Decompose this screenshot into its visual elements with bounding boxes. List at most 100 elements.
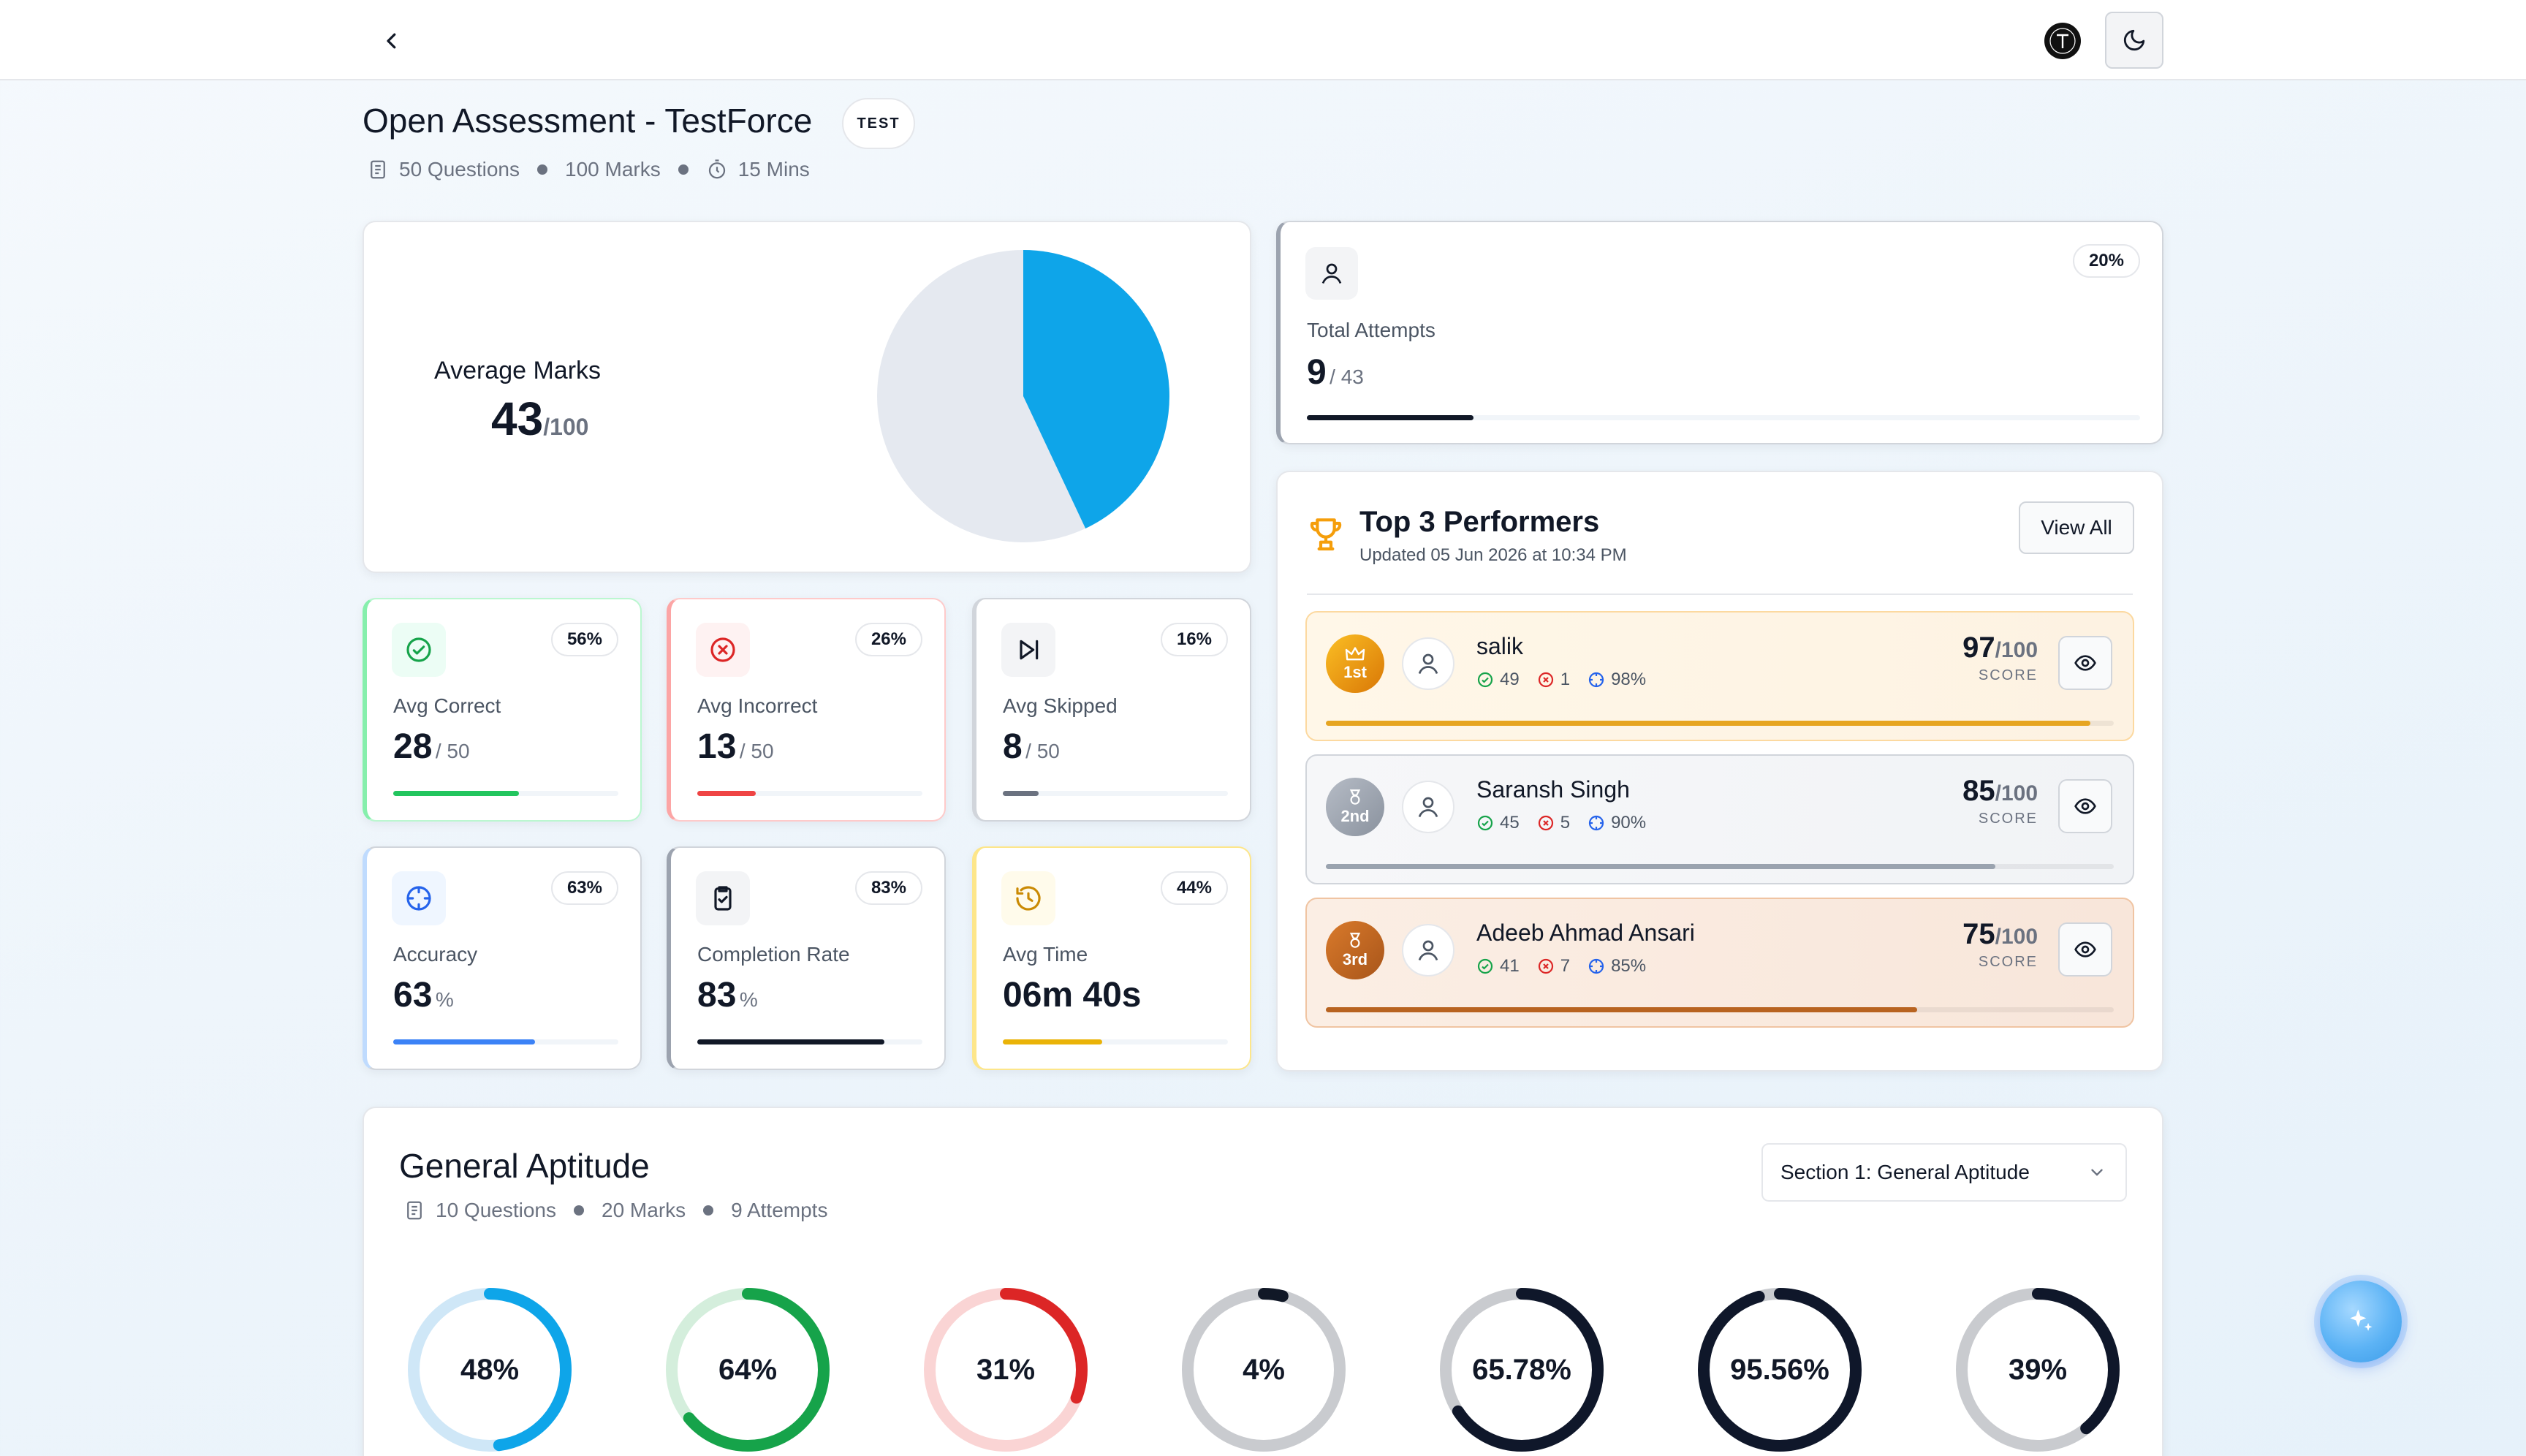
document-icon: [371, 160, 385, 179]
user-icon: [1321, 263, 1342, 284]
performer-accuracy: 85%: [1611, 956, 1647, 976]
performer-progress-fill: [1326, 721, 2090, 726]
assessment-meta: 50 Questions 100 Marks 15 Mins: [367, 158, 810, 181]
questions-count: 50 Questions: [399, 158, 520, 181]
performer-card-3: 3rd Adeeb Ahmad Ansari 41 7 85% 75/100 S…: [1305, 898, 2134, 1028]
performer-progress-track: [1326, 721, 2114, 726]
top-performers-updated: Updated 05 Jun 2026 at 10:34 PM: [1359, 545, 1627, 565]
stat-suffix: / 50: [739, 740, 774, 762]
ring-chart: [924, 1288, 1088, 1452]
performer-progress-track: [1326, 864, 2114, 869]
stat-progress-fill: [697, 791, 756, 796]
performer-correct: 45: [1500, 813, 1520, 833]
ring-chart: [408, 1288, 572, 1452]
rank-badge: 1st: [1326, 634, 1384, 693]
skip-forward-icon: [1020, 640, 1039, 660]
stat-suffix: %: [739, 988, 758, 1011]
section-questions: 10 Questions: [436, 1199, 556, 1221]
performer-score-max: /100: [1995, 638, 2038, 662]
performer-stats: 49 1 98%: [1476, 670, 1658, 690]
brand-avatar[interactable]: [2044, 23, 2081, 59]
performer-score-max: /100: [1995, 925, 2038, 949]
stat-suffix: / 50: [1025, 740, 1060, 762]
ring-percent-label: 4%: [1243, 1353, 1285, 1386]
stat-number: 06m 40s: [1003, 976, 1142, 1015]
chevron-down-icon: [2091, 1169, 2103, 1176]
chevron-left-icon: [387, 33, 396, 49]
stat-number: 8: [1003, 727, 1023, 766]
separator-dot: [574, 1205, 584, 1216]
stat-card-accuracy: 63% Accuracy 63 %: [363, 846, 642, 1070]
performer-correct: 49: [1500, 670, 1520, 689]
user-icon: [1418, 797, 1438, 818]
stat-card-completion: 83% Completion Rate 83 %: [667, 846, 946, 1070]
performer-progress-fill: [1326, 1007, 1917, 1012]
ring-percent-label: 48%: [460, 1353, 520, 1386]
performer-avatar: [1402, 781, 1454, 833]
brand-logo-icon: [2049, 28, 2076, 54]
stat-percent-badge: 56%: [550, 623, 618, 656]
stat-progress-fill: [393, 791, 520, 796]
performer-avatar: [1402, 637, 1454, 690]
performer-incorrect: 7: [1560, 956, 1571, 976]
stat-progress-fill: [697, 1039, 884, 1044]
ring-percent-label: 64%: [718, 1353, 778, 1386]
view-performer-button[interactable]: [2058, 922, 2112, 977]
ring-progress-arc: [1956, 1288, 2120, 1452]
top-bar: [0, 0, 2526, 80]
performer-card-1: 1st salik 49 1 98% 97/100 SCORE: [1305, 611, 2134, 741]
ai-assistant-button[interactable]: [2320, 1281, 2402, 1362]
medal-icon: [1349, 789, 1361, 805]
performer-avatar: [1402, 924, 1454, 977]
pie-score-slice: [1023, 250, 1169, 528]
marks-total: 100 Marks: [565, 158, 661, 181]
view-performer-button[interactable]: [2058, 779, 2112, 833]
ring-progress-arc: [408, 1288, 572, 1452]
score-ring-5: 65.78%: [1437, 1285, 1607, 1455]
total-attempts-card: 20% Total Attempts 9 / 43: [1276, 221, 2163, 444]
rank-label: 3rd: [1342, 950, 1368, 968]
score-ring-4: 4%: [1179, 1285, 1349, 1455]
stat-icon-box: [696, 623, 750, 677]
x-circle-icon: [710, 637, 735, 662]
ring-chart: [666, 1288, 830, 1452]
stat-progress-track: [1003, 1039, 1228, 1044]
performer-score-number: 85: [1962, 775, 1995, 807]
stat-progress-fill: [1003, 1039, 1102, 1044]
medal-icon: [1349, 933, 1361, 948]
page-title: Open Assessment - TestForce: [363, 102, 813, 140]
section-select-value: Section 1: General Aptitude: [1780, 1161, 2030, 1183]
performer-score-number: 97: [1962, 632, 1995, 664]
section-meta: 10 Questions 20 Marks 9 Attempts: [403, 1199, 827, 1222]
stat-progress-track: [393, 791, 618, 796]
stat-label: Avg Time: [1003, 943, 1088, 966]
check-circle-icon: [1477, 672, 1493, 688]
stat-percent-badge: 44%: [1160, 871, 1228, 905]
performer-progress-fill: [1326, 864, 1996, 869]
document-icon: [407, 1201, 422, 1220]
section-select[interactable]: Section 1: General Aptitude: [1761, 1143, 2127, 1202]
ring-percent-label: 31%: [976, 1353, 1036, 1386]
section-marks: 20 Marks: [602, 1199, 686, 1221]
view-performer-button[interactable]: [2058, 636, 2112, 690]
ring-progress-arc: [1440, 1288, 1604, 1452]
theme-toggle-button[interactable]: [2105, 12, 2163, 69]
stat-progress-track: [1003, 791, 1228, 796]
x-circle-icon: [1538, 958, 1553, 974]
rank-badge: 3rd: [1326, 921, 1384, 979]
score-ring-7: 39%: [1953, 1285, 2123, 1455]
ring-percent-label: 65.78%: [1472, 1353, 1571, 1386]
stat-progress-track: [697, 1039, 922, 1044]
ring-chart: [1956, 1288, 2120, 1452]
ring-percent-label: 95.56%: [1730, 1353, 1829, 1386]
view-all-button[interactable]: View All: [2019, 501, 2134, 554]
average-marks-pie-chart: [877, 250, 1169, 542]
stat-suffix: / 50: [435, 740, 470, 762]
test-type-badge: TEST: [842, 98, 915, 149]
performer-card-2: 2nd Saransh Singh 45 5 90% 85/100 SCORE: [1305, 754, 2134, 884]
back-button[interactable]: [373, 22, 411, 60]
performer-score-label: SCORE: [1978, 667, 2038, 683]
stat-progress-fill: [1003, 791, 1039, 796]
score-ring-2: 64%: [663, 1285, 832, 1455]
stat-value: 28 / 50: [393, 727, 470, 767]
